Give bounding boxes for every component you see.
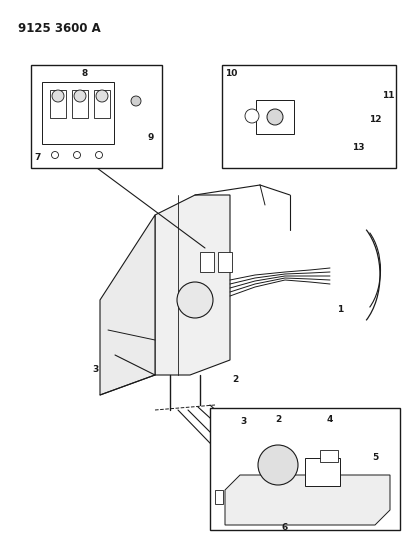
Bar	[256, 100, 294, 134]
Polygon shape	[225, 475, 390, 525]
Bar	[210, 408, 400, 530]
Text: 12: 12	[369, 116, 381, 125]
Circle shape	[131, 96, 141, 106]
Text: 5: 5	[372, 454, 378, 463]
Text: 3: 3	[92, 366, 98, 375]
Circle shape	[51, 151, 58, 158]
Bar	[94, 90, 110, 118]
Circle shape	[74, 90, 86, 102]
Text: 4: 4	[327, 416, 333, 424]
Bar	[31, 65, 162, 168]
Circle shape	[95, 151, 102, 158]
Circle shape	[74, 151, 81, 158]
Text: 6: 6	[282, 522, 288, 531]
Bar	[200, 252, 214, 272]
Circle shape	[96, 90, 108, 102]
Circle shape	[267, 109, 283, 125]
Text: 10: 10	[225, 69, 237, 78]
Text: 8: 8	[82, 69, 88, 78]
Text: 9125 3600 A: 9125 3600 A	[18, 22, 101, 35]
Text: 1: 1	[337, 305, 343, 314]
Bar	[50, 90, 66, 118]
Text: 2: 2	[275, 416, 281, 424]
Bar	[305, 458, 340, 486]
Circle shape	[258, 445, 298, 485]
Circle shape	[245, 109, 259, 123]
Text: 3: 3	[240, 417, 246, 426]
Polygon shape	[100, 215, 155, 395]
Text: 2: 2	[232, 376, 238, 384]
Bar	[42, 82, 114, 144]
Circle shape	[52, 90, 64, 102]
Polygon shape	[155, 195, 230, 375]
Bar	[320, 450, 338, 462]
Bar	[222, 65, 396, 168]
Text: 13: 13	[352, 143, 364, 152]
Bar	[72, 90, 88, 118]
Bar	[215, 490, 223, 504]
Text: 9: 9	[148, 133, 154, 142]
Bar	[218, 252, 232, 272]
Circle shape	[177, 282, 213, 318]
Text: 7: 7	[35, 152, 41, 161]
Text: 11: 11	[382, 91, 394, 100]
